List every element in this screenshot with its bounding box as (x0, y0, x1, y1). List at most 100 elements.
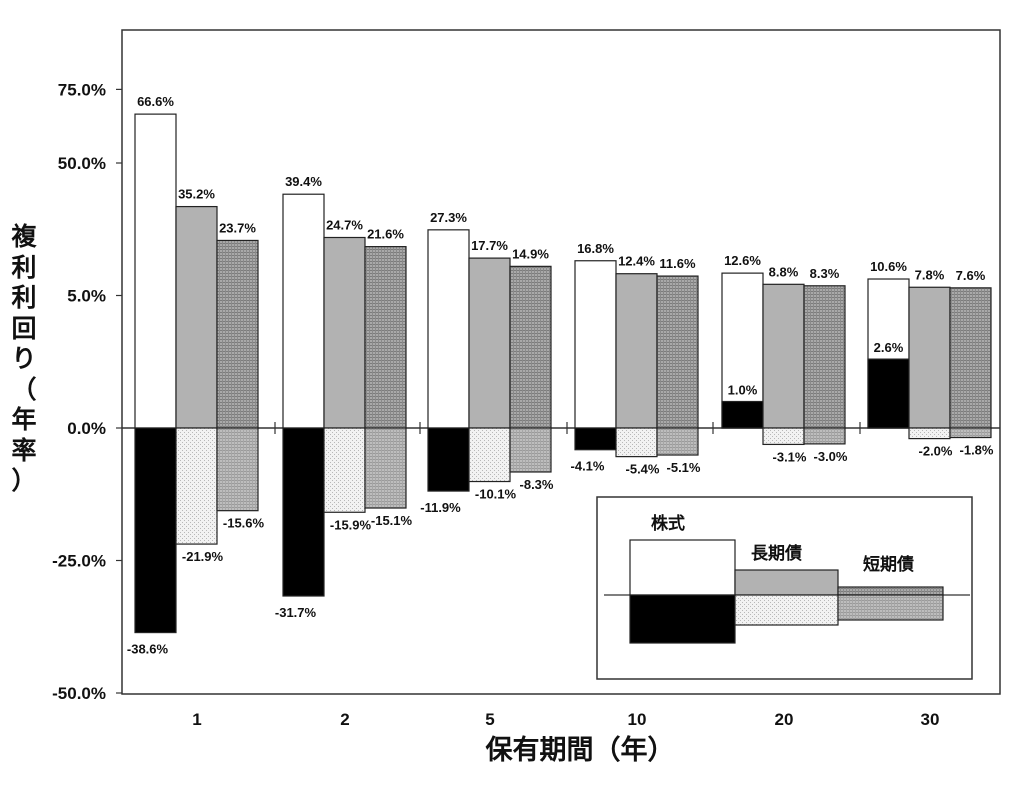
bar-short-bond-max-10 (656, 275, 699, 429)
data-labels-layer: 66.6% -38.6% 35.2% -21.9% 23.7% -15.6% 39.4% -3… (127, 94, 994, 656)
label-stock-max-2: 39.4% (285, 174, 322, 189)
label-stock-min-10: -4.1% (571, 459, 605, 474)
legend-stock-max-swatch (629, 539, 736, 596)
x-tick-label-20: 20 (775, 710, 794, 729)
y-tick-label-0: 75.0% (58, 80, 106, 99)
y-axis-title-char-5: （ (11, 374, 37, 404)
label-short-bond-max-30: 7.6% (956, 268, 986, 283)
label-long-bond-min-20: -3.1% (773, 449, 807, 464)
label-short-bond-min-10: -5.1% (667, 460, 701, 475)
x-tick-label-1: 1 (192, 710, 201, 729)
x-axis-title: 保有期間（年） (485, 735, 675, 766)
bar-long-bond-min-2 (323, 427, 366, 513)
label-short-bond-min-20: -3.0% (814, 449, 848, 464)
bar-stock-min-30 (867, 358, 910, 429)
bar-short-bond-min-5 (509, 427, 552, 473)
bar-stock-max-1 (134, 113, 177, 429)
label-stock-min-2: -31.7% (275, 605, 317, 620)
x-tick-label-10: 10 (628, 710, 647, 729)
y-axis-title-char-2: 利 (11, 283, 37, 312)
bar-short-bond-min-30 (949, 427, 992, 439)
legend-stock-min-swatch (629, 594, 736, 644)
label-stock-max-5: 27.3% (430, 210, 467, 225)
bar-stock-min-10 (574, 427, 617, 451)
label-long-bond-max-10: 12.4% (618, 254, 655, 269)
legend-stock-label: 株式 (651, 513, 685, 534)
label-stock-max-30: 10.6% (870, 259, 907, 274)
label-short-bond-min-30: -1.8% (960, 443, 994, 458)
label-long-bond-max-30: 7.8% (915, 267, 945, 282)
bar-stock-max-2 (282, 193, 325, 429)
bar-stock-max-5 (427, 229, 470, 429)
label-stock-min-20: 1.0% (728, 383, 758, 398)
bar-stock-min-5 (427, 427, 470, 492)
label-stock-max-1: 66.6% (137, 94, 174, 109)
label-long-bond-max-2: 24.7% (326, 217, 363, 232)
y-tick-label-2: 5.0% (67, 287, 106, 306)
label-long-bond-min-10: -5.4% (626, 462, 660, 477)
bar-short-bond-min-1 (216, 427, 259, 512)
bar-short-bond-max-5 (509, 265, 552, 429)
label-short-bond-max-20: 8.3% (810, 266, 840, 281)
label-long-bond-max-20: 8.8% (769, 264, 799, 279)
bar-long-bond-max-2 (323, 236, 366, 429)
bar-long-bond-min-1 (175, 427, 218, 545)
y-axis-title-char-0: 複 (11, 222, 37, 251)
y-axis-title-char-4: り (11, 344, 37, 373)
label-short-bond-max-2: 21.6% (367, 227, 404, 242)
legend-long-bond-min-swatch (734, 594, 839, 626)
legend-short-bond-min-swatch (837, 594, 944, 621)
bar-short-bond-min-10 (656, 427, 699, 456)
y-tick-label-4: -25.0% (52, 552, 106, 571)
label-long-bond-min-1: -21.9% (182, 549, 224, 564)
legend-long-bond-max-swatch (734, 569, 839, 596)
label-long-bond-max-1: 35.2% (178, 187, 215, 202)
bar-short-bond-max-2 (364, 246, 407, 429)
y-tick-label-5: -50.0% (52, 684, 106, 703)
y-tick-label-1: 50.0% (58, 154, 106, 173)
label-stock-max-10: 16.8% (577, 241, 614, 256)
x-tick-label-30: 30 (921, 710, 940, 729)
bar-stock-min-1 (134, 427, 177, 634)
y-axis-title-char-3: 回 (11, 313, 37, 343)
legend-short-bond-max-swatch (837, 586, 944, 596)
bar-stock-min-2 (282, 427, 325, 597)
label-short-bond-max-1: 23.7% (219, 220, 256, 235)
bar-short-bond-max-30 (949, 287, 992, 429)
legend-short-bond-label: 短期債 (863, 554, 914, 575)
label-long-bond-min-5: -10.1% (475, 487, 517, 502)
legend-long-bond-label: 長期債 (751, 543, 802, 564)
legend: 株式 長期債 短期債 (596, 496, 973, 680)
bar-stock-min-20 (721, 400, 764, 429)
y-tick-label-3: 0.0% (67, 419, 106, 438)
bar-long-bond-max-30 (908, 286, 951, 429)
label-short-bond-min-1: -15.6% (223, 516, 265, 531)
plot-area-frame (121, 29, 1001, 695)
bar-stock-max-10 (574, 260, 617, 429)
bar-long-bond-max-5 (468, 257, 511, 429)
label-stock-min-5: -11.9% (420, 500, 461, 515)
y-axis-title: 複利利回り（年率） (8, 222, 40, 497)
y-axis-title-char-1: 利 (11, 252, 37, 282)
label-stock-max-20: 12.6% (724, 253, 761, 268)
label-short-bond-min-5: -8.3% (520, 477, 554, 492)
bar-long-bond-min-20 (762, 427, 805, 446)
bar-long-bond-max-10 (615, 273, 658, 429)
bar-long-bond-min-30 (908, 427, 951, 440)
label-stock-min-1: -38.6% (127, 642, 169, 657)
bar-short-bond-min-20 (803, 427, 846, 445)
bar-long-bond-max-20 (762, 283, 805, 429)
label-short-bond-min-2: -15.1% (371, 513, 413, 528)
x-axis-ticks: 1 2 5 10 20 30 (192, 710, 939, 729)
label-short-bond-max-10: 11.6% (659, 256, 696, 271)
bar-short-bond-min-2 (364, 427, 407, 509)
label-long-bond-max-5: 17.7% (471, 238, 508, 253)
bars-layer (134, 113, 992, 634)
x-tick-label-2: 2 (340, 710, 349, 729)
bar-short-bond-max-20 (803, 285, 846, 429)
y-axis-ticks: 75.0% 50.0% 5.0% 0.0% -25.0% -50.0% (52, 80, 122, 703)
bar-short-bond-max-1 (216, 239, 259, 429)
label-short-bond-max-5: 14.9% (512, 246, 549, 261)
